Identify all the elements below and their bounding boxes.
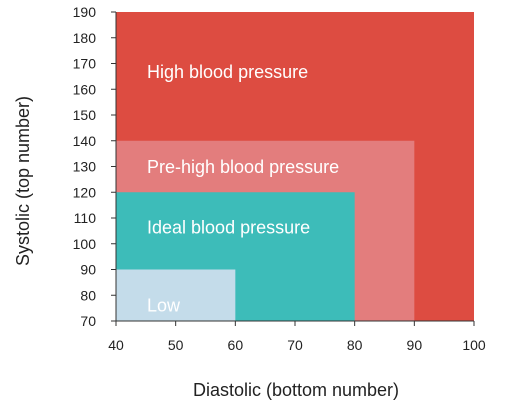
y-tick-label: 150 bbox=[73, 107, 97, 123]
y-tick-label: 160 bbox=[73, 81, 97, 97]
zone-low bbox=[116, 269, 236, 321]
y-tick-label: 190 bbox=[73, 4, 97, 20]
y-tick-label: 180 bbox=[73, 30, 97, 46]
y-tick-label: 100 bbox=[73, 236, 97, 252]
zone-label-ideal-blood-pressure: Ideal blood pressure bbox=[147, 217, 310, 237]
x-tick-label: 50 bbox=[168, 337, 184, 353]
x-tick-label: 60 bbox=[228, 337, 244, 353]
x-tick-label: 70 bbox=[287, 337, 303, 353]
zone-label-low: Low bbox=[147, 296, 181, 316]
y-axis-title: Systolic (top number) bbox=[13, 96, 33, 266]
y-tick-label: 80 bbox=[80, 287, 96, 303]
x-tick-label: 80 bbox=[347, 337, 363, 353]
y-tick-label: 110 bbox=[74, 210, 97, 226]
y-tick-label: 120 bbox=[73, 184, 97, 200]
y-tick-label: 130 bbox=[73, 159, 97, 175]
y-tick-label: 140 bbox=[73, 133, 97, 149]
axes-layer: 40 50 60 70 80 90 100 70 80 90 100 110 120 130 140 150 1… bbox=[73, 4, 486, 353]
zone-label-high-blood-pressure: High blood pressure bbox=[147, 62, 308, 82]
y-tick-label: 90 bbox=[80, 262, 96, 278]
y-tick-label: 70 bbox=[80, 313, 96, 329]
zones-layer: High blood pressure Pre-high blood pressu… bbox=[116, 12, 474, 321]
zone-label-pre-high-blood-pressure: Pre-high blood pressure bbox=[147, 157, 339, 177]
x-tick-label: 40 bbox=[108, 337, 124, 353]
y-tick-label: 170 bbox=[73, 56, 97, 72]
x-axis-title: Diastolic (bottom number) bbox=[193, 380, 399, 400]
x-tick-label: 90 bbox=[407, 337, 423, 353]
x-tick-label: 100 bbox=[462, 337, 486, 353]
